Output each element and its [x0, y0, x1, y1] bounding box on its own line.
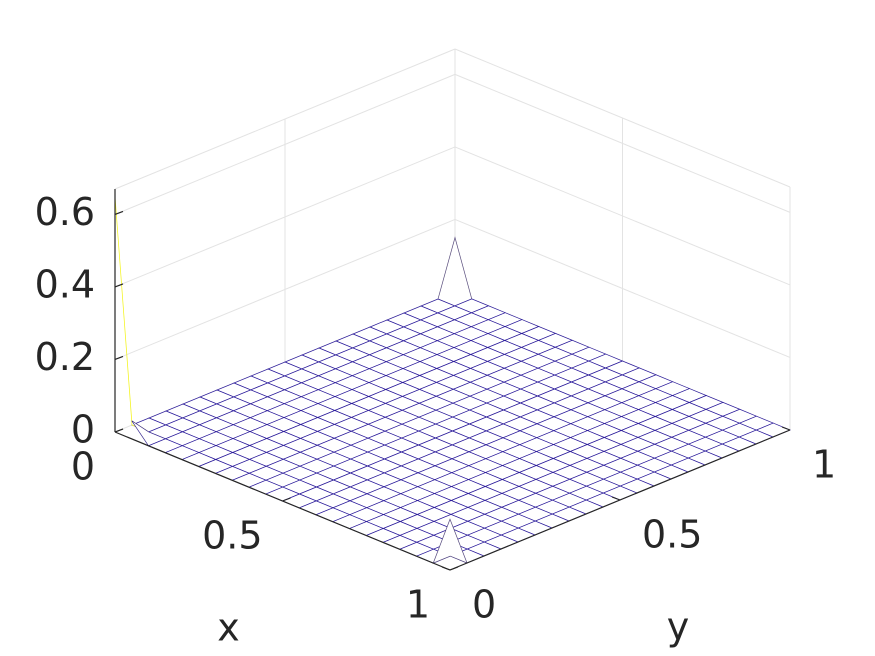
grid-line [454, 48, 791, 188]
x-tick-label: 0 [71, 445, 95, 489]
tick-mark [114, 355, 124, 361]
x-tick-label: 0.5 [202, 514, 262, 558]
tick-mark [114, 210, 124, 215]
x-axis-label: x [217, 606, 240, 650]
tick-mark [781, 426, 791, 431]
grid-line [114, 48, 456, 190]
mesh-cell [114, 196, 149, 433]
x-tick-label: 1 [406, 583, 430, 627]
z-tick-label: 0.4 [35, 262, 95, 306]
tick-mark [114, 283, 124, 288]
tick-mark [282, 497, 291, 502]
mesh-cell [437, 236, 473, 307]
z-tick-label: 0.6 [35, 190, 95, 234]
tick-mark [441, 566, 451, 571]
tick-mark [114, 428, 124, 433]
y-tick-label: 1 [812, 443, 836, 487]
y-axis-label: y [667, 605, 690, 649]
y-tick-label: 0 [472, 583, 496, 627]
z-tick-label: 0 [71, 408, 95, 452]
tick-mark [611, 496, 621, 501]
tick-mark [449, 566, 459, 571]
z-tick-label: 0.2 [35, 335, 95, 379]
y-tick-label: 0.5 [642, 513, 702, 557]
